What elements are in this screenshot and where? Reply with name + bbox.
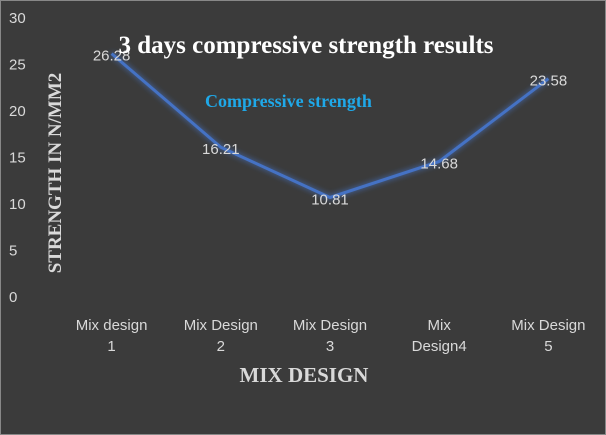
- y-tick-label: 5: [9, 242, 17, 259]
- data-label: 16.21: [202, 141, 240, 158]
- y-tick-label: 30: [9, 10, 26, 27]
- line: [110, 52, 550, 200]
- y-tick-label: 10: [9, 196, 26, 213]
- y-axis-label: STRENGTH IN N/MM2: [45, 72, 66, 274]
- y-tick-label: 20: [9, 103, 26, 120]
- x-tick-label: Mix Design 2: [183, 317, 258, 355]
- data-label: 23.58: [530, 73, 568, 90]
- x-tick-label: Mix Design 5: [511, 317, 586, 355]
- y-tick-label: 0: [9, 289, 17, 306]
- x-tick-label: Mix design 1: [75, 317, 148, 355]
- x-tick-label: Mix Design4: [411, 317, 467, 355]
- data-label: 14.68: [420, 155, 458, 172]
- data-label: 10.81: [311, 191, 349, 208]
- x-tick-label: Mix Design 3: [292, 317, 368, 355]
- y-tick-label: 25: [9, 56, 26, 73]
- chart-title: 3 days compressive strength results: [118, 32, 494, 59]
- y-tick-label: 15: [9, 149, 26, 166]
- x-axis-label: MIX DESIGN: [239, 363, 369, 387]
- legend-label: Compressive strength: [205, 91, 372, 111]
- data-label: 26.28: [93, 48, 131, 65]
